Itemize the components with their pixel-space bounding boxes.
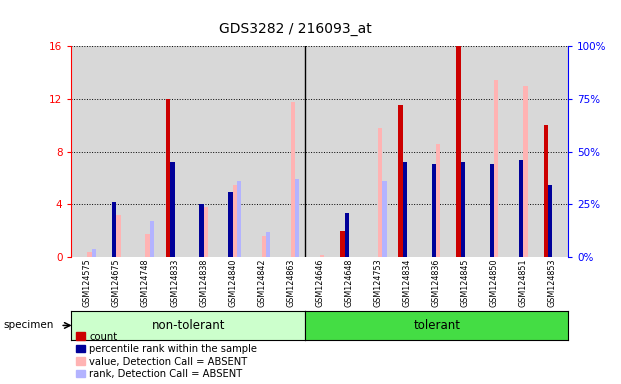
Bar (548, 185, 552, 257)
Bar (519, 160, 523, 257)
Bar (432, 164, 436, 257)
Bar (523, 86, 528, 257)
Bar (398, 106, 402, 257)
Bar (494, 80, 499, 257)
Bar (233, 185, 237, 257)
Bar (436, 144, 440, 257)
Bar (345, 213, 349, 257)
Bar (150, 221, 154, 257)
Bar (145, 233, 150, 257)
Bar (295, 179, 299, 257)
Bar (291, 101, 295, 257)
Text: non-tolerant: non-tolerant (152, 319, 225, 332)
Bar (229, 192, 233, 257)
Bar (204, 207, 208, 257)
Bar (266, 232, 270, 257)
Text: tolerant: tolerant (413, 319, 460, 332)
Bar (261, 236, 266, 257)
Legend: count, percentile rank within the sample, value, Detection Call = ABSENT, rank, : count, percentile rank within the sample… (76, 331, 258, 379)
Bar (378, 128, 383, 257)
Bar (92, 249, 96, 257)
Bar (543, 125, 548, 257)
Bar (88, 252, 92, 257)
Text: specimen: specimen (3, 320, 53, 331)
Bar (340, 231, 345, 257)
Bar (383, 181, 387, 257)
Bar (456, 46, 461, 257)
Bar (490, 164, 494, 257)
Bar (402, 162, 407, 257)
Bar (461, 162, 465, 257)
Text: GDS3282 / 216093_at: GDS3282 / 216093_at (219, 23, 371, 36)
Bar (320, 255, 324, 257)
Bar (112, 202, 117, 257)
Bar (237, 181, 242, 257)
Bar (199, 204, 204, 257)
Bar (117, 215, 121, 257)
Bar (170, 162, 175, 257)
Bar (166, 99, 170, 257)
